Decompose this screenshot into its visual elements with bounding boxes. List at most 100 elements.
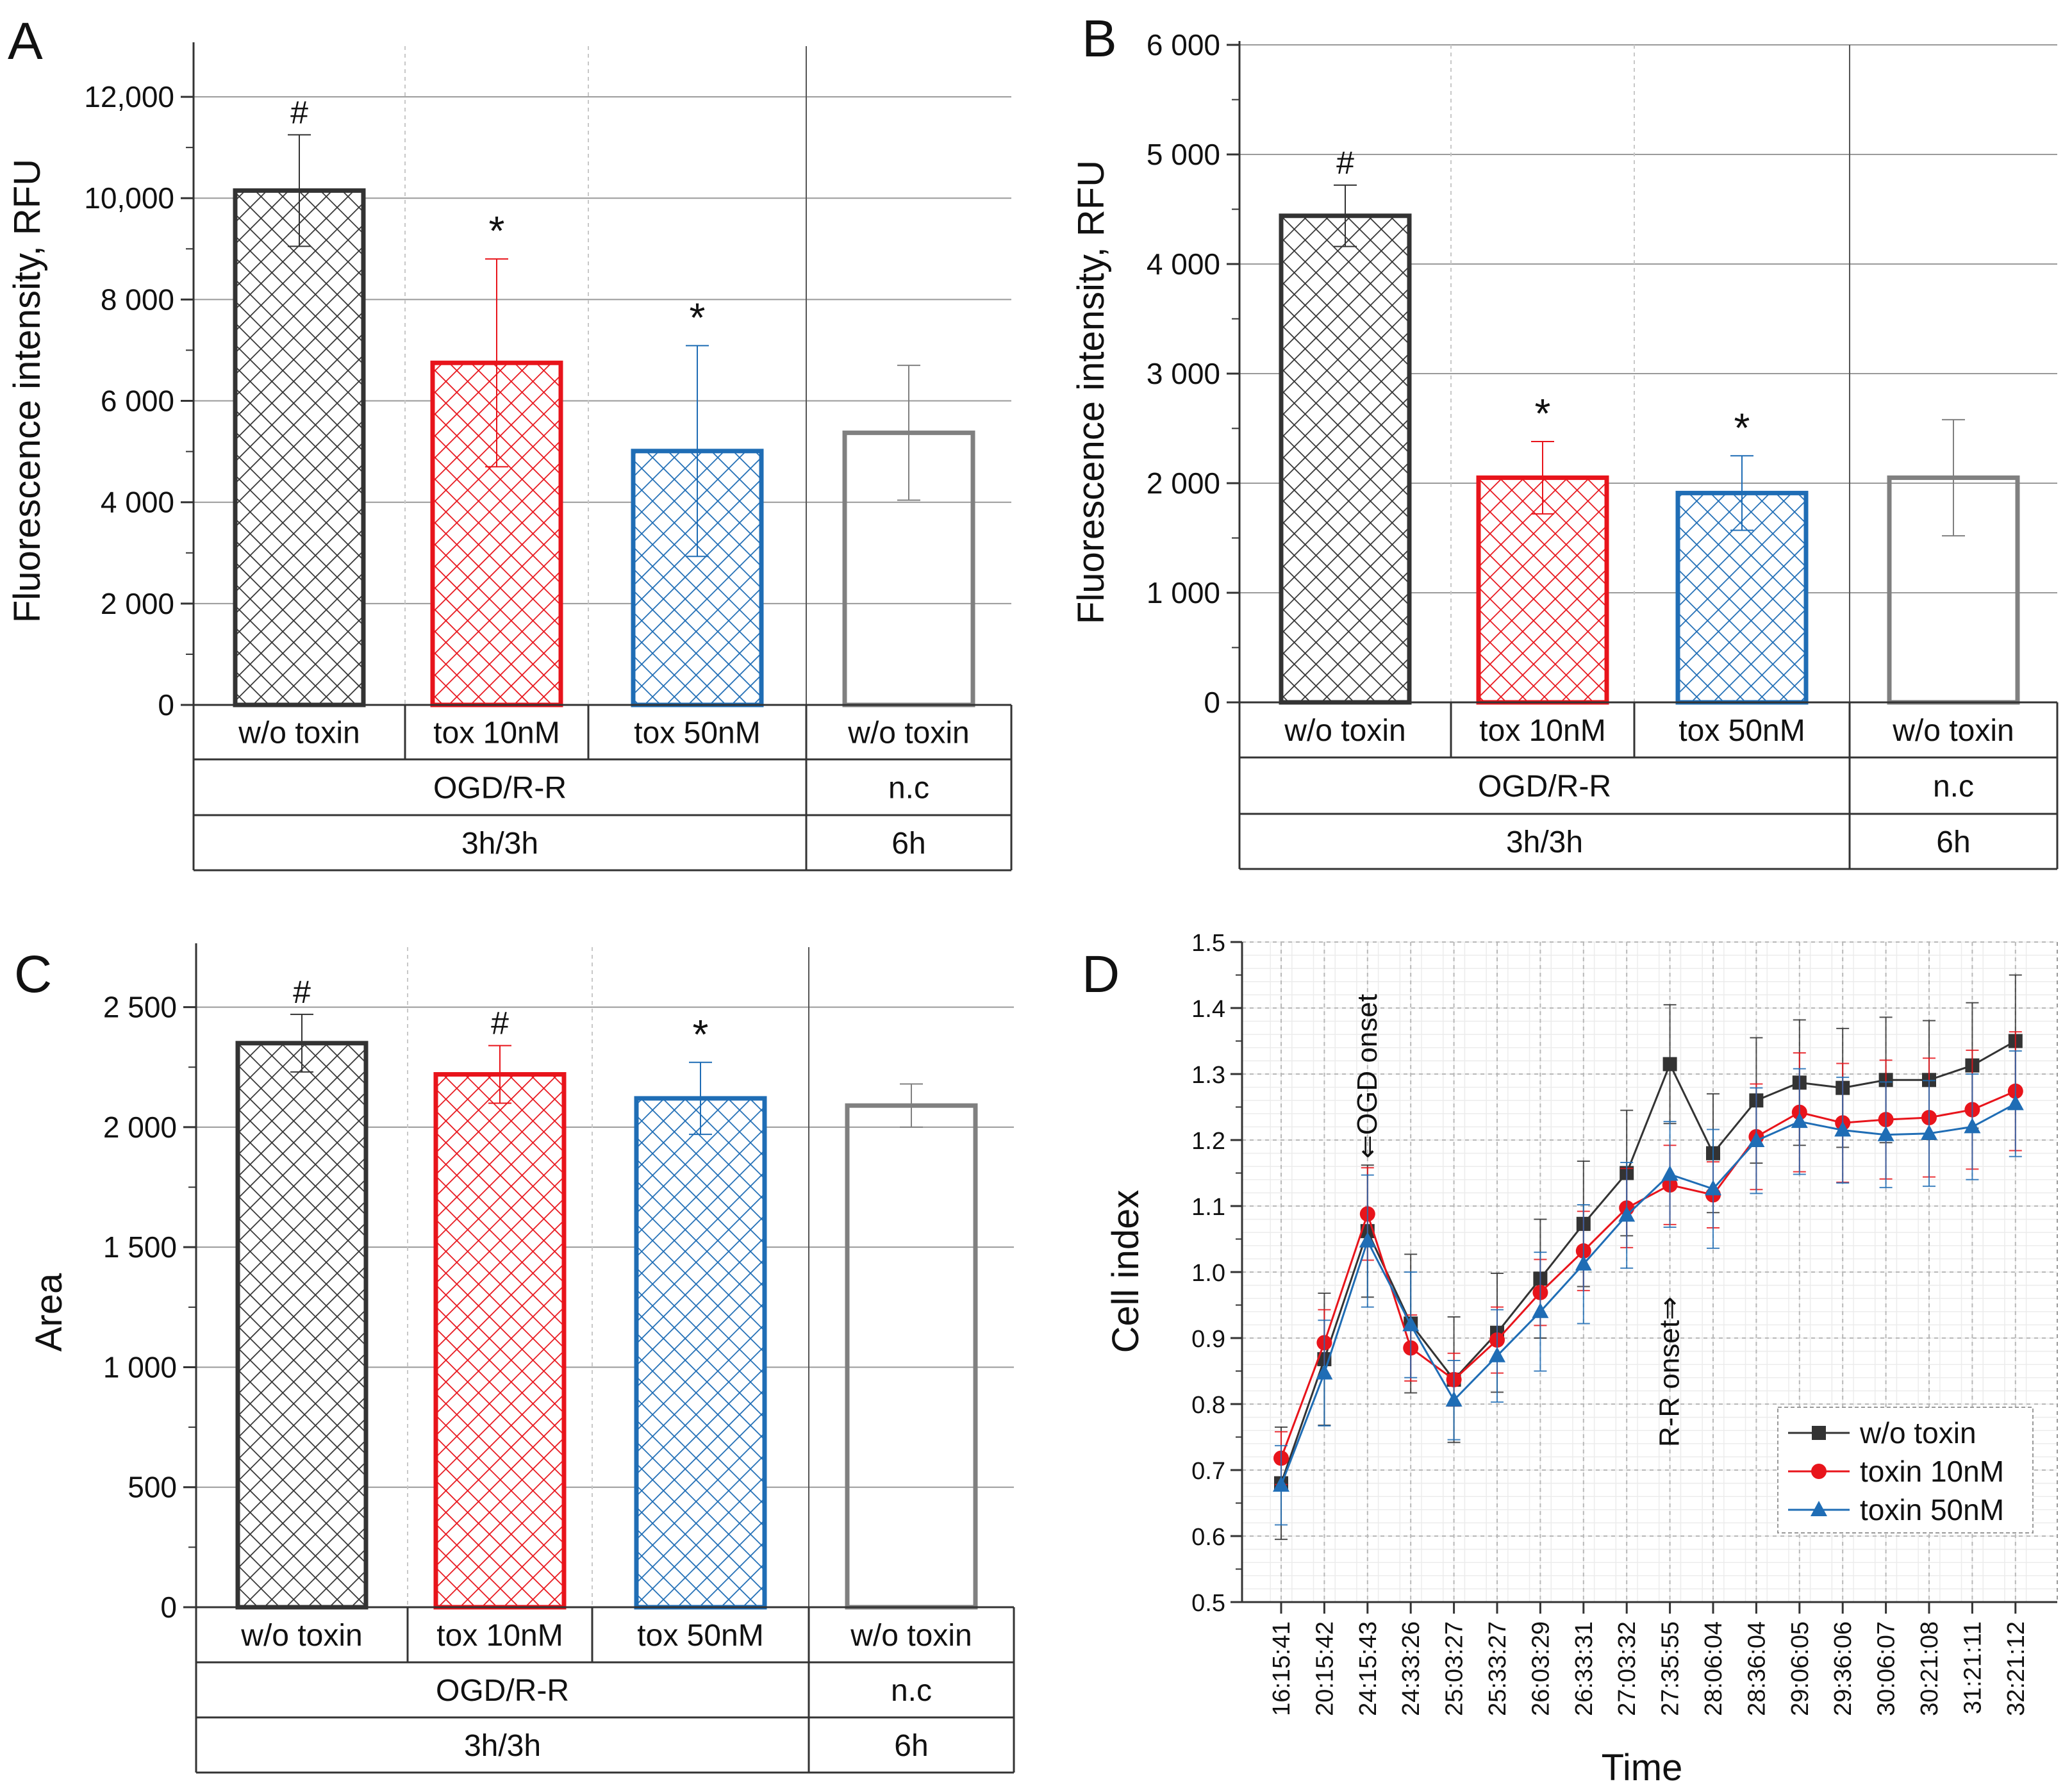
- category-label: w/o toxin: [847, 716, 969, 750]
- data-point-triangle: [1877, 1125, 1894, 1141]
- x-tick-label: 29:36:06: [1830, 1621, 1857, 1716]
- group-label: 6h: [894, 1729, 928, 1763]
- significance-marker: #: [290, 94, 308, 130]
- x-tick-label: 27:35:55: [1657, 1621, 1684, 1716]
- panel-d-line-chart: 0.5 0.6 0.7 0.8 0.9 1.0 1.1 1.2 1.3 1.4 1.5 16:15:4…: [1082, 930, 2058, 1786]
- y-tick-label: 4 000: [1147, 247, 1220, 281]
- significance-marker: *: [693, 1011, 709, 1057]
- y-tick-label: 2 000: [103, 1111, 177, 1144]
- x-tick-label: 26:03:29: [1527, 1621, 1554, 1716]
- significance-marker: *: [489, 208, 505, 254]
- significance-marker: *: [1535, 390, 1551, 436]
- x-tick-label: 16:15:41: [1268, 1621, 1295, 1716]
- panel-a-bar-chart: 0 2 000 4 000 6 000 8 000 10,000 12,000 # * * w/o …: [6, 12, 1013, 872]
- y-tick-label: 10,000: [84, 181, 174, 215]
- y-tick-label: 0.5: [1191, 1590, 1225, 1617]
- data-point-triangle: [1402, 1316, 1420, 1332]
- y-tick-label: 0: [158, 688, 174, 722]
- y-axis-label: Fluorescence intensity, RFU: [1070, 160, 1112, 624]
- y-tick-label: 500: [128, 1471, 177, 1504]
- y-tick-label: 1.0: [1191, 1260, 1225, 1287]
- significance-marker: #: [1336, 145, 1354, 181]
- y-axis-label: Cell index: [1105, 1190, 1147, 1353]
- significance-marker: *: [1734, 404, 1750, 451]
- y-tick-label: 3 000: [1147, 357, 1220, 390]
- data-point-square: [1662, 1057, 1677, 1071]
- legend-marker-circle: [1811, 1464, 1827, 1479]
- legend-label: toxin 50nM: [1860, 1493, 2004, 1526]
- x-tick-label: 32:21:12: [2003, 1621, 2030, 1716]
- y-tick-label: 0.8: [1191, 1392, 1225, 1419]
- group-label: 6h: [1936, 825, 1970, 859]
- legend-marker-square: [1812, 1426, 1826, 1440]
- category-label: tox 10nM: [433, 716, 559, 750]
- y-tick-label: 1 500: [103, 1230, 177, 1264]
- x-tick-label: 24:15:43: [1355, 1621, 1382, 1716]
- bar: [1279, 213, 1412, 705]
- series-line-red: [1280, 1090, 2016, 1459]
- legend-label: w/o toxin: [1859, 1416, 1977, 1450]
- y-tick-label: 1 000: [103, 1350, 177, 1384]
- data-point-triangle: [1834, 1121, 1852, 1137]
- data-point-triangle: [1661, 1165, 1678, 1181]
- data-point-triangle: [1273, 1476, 1289, 1492]
- y-tick-label: 1.5: [1191, 930, 1225, 957]
- data-point-triangle: [1532, 1302, 1549, 1318]
- ogd-onset-annotation: ⇐OGD onset: [1352, 994, 1383, 1159]
- group-label: n.c: [891, 1674, 932, 1708]
- data-point-triangle: [1705, 1180, 1721, 1196]
- group-label: 6h: [891, 827, 925, 861]
- group-label: 3h/3h: [464, 1729, 541, 1763]
- group-label: n.c: [1933, 770, 1974, 804]
- y-tick-label: 0: [1204, 686, 1220, 719]
- category-label: w/o toxin: [240, 1619, 362, 1653]
- x-tick-label: 31:21:11: [1959, 1621, 1986, 1714]
- category-label: tox 50nM: [634, 716, 760, 750]
- x-tick-label: 26:33:31: [1571, 1621, 1598, 1716]
- group-label: n.c: [888, 772, 929, 806]
- y-axis-label: Area: [28, 1273, 70, 1352]
- data-point-triangle: [1575, 1255, 1592, 1271]
- y-tick-label: 6 000: [101, 384, 174, 418]
- y-tick-label: 1.3: [1191, 1062, 1225, 1089]
- data-point-triangle: [1618, 1206, 1636, 1222]
- bar: [845, 1103, 978, 1610]
- series-line-blue: [1280, 1103, 2016, 1486]
- category-label: tox 50nM: [637, 1619, 763, 1653]
- y-tick-label: 1 000: [1147, 576, 1220, 609]
- y-tick-label: 0.9: [1191, 1326, 1225, 1353]
- y-tick-label: 0.7: [1191, 1458, 1225, 1485]
- y-tick-label: 2 000: [101, 587, 174, 620]
- legend-marker-triangle: [1811, 1501, 1827, 1516]
- group-label: OGD/R-R: [1478, 770, 1611, 804]
- x-axis-label: Time: [1602, 1747, 1683, 1786]
- y-tick-label: 1.2: [1191, 1128, 1225, 1155]
- significance-marker: #: [293, 974, 311, 1010]
- y-tick-label: 2 500: [103, 991, 177, 1024]
- bar: [233, 188, 366, 707]
- x-tick-label: 30:06:07: [1873, 1621, 1900, 1716]
- data-point-triangle: [1316, 1364, 1333, 1380]
- bar: [433, 1072, 567, 1610]
- y-axis-label: Fluorescence intensity, RFU: [6, 159, 48, 623]
- y-tick-label: 6 000: [1147, 28, 1220, 62]
- rr-onset-annotation: R-R onset⇒: [1654, 1296, 1686, 1447]
- category-label: tox 10nM: [436, 1619, 563, 1653]
- bar: [235, 1041, 369, 1610]
- panel-label: A: [8, 12, 43, 70]
- data-point-triangle: [1748, 1132, 1765, 1148]
- data-point-triangle: [1445, 1391, 1463, 1407]
- significance-marker: #: [491, 1005, 509, 1041]
- category-label: w/o toxin: [1284, 714, 1405, 748]
- x-tick-label: 30:21:08: [1916, 1621, 1943, 1716]
- category-label: w/o toxin: [1892, 714, 2014, 748]
- data-point-triangle: [1489, 1346, 1505, 1362]
- y-tick-label: 1.4: [1191, 996, 1225, 1023]
- group-label: OGD/R-R: [433, 772, 567, 806]
- x-tick-label: 27:03:32: [1614, 1621, 1641, 1716]
- panel-label: B: [1082, 10, 1117, 68]
- data-point-triangle: [1921, 1124, 1937, 1140]
- x-tick-label: 24:33:26: [1398, 1621, 1425, 1716]
- y-tick-label: 0.6: [1191, 1524, 1225, 1551]
